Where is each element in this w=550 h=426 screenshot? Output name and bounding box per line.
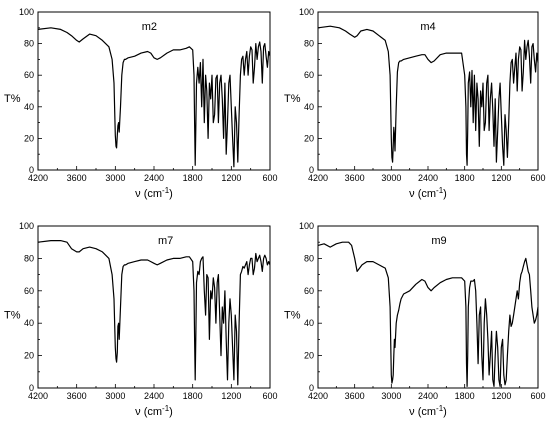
- x-tick-label: 600: [262, 173, 277, 183]
- x-tick-label: 3600: [345, 391, 365, 401]
- x-tick-label: 3600: [67, 173, 87, 183]
- plot-frame: [37, 225, 271, 389]
- x-tick-label: 4200: [308, 391, 328, 401]
- y-tick-label: 80: [304, 39, 314, 49]
- y-tick-label: 80: [24, 39, 34, 49]
- series-line-m7: [37, 240, 271, 386]
- x-tick-label: 1800: [183, 391, 203, 401]
- chart-panel-m2: 4200 3600 3000 2400 1800 1200 600 0 20 40 60 80 100 m…: [4, 7, 278, 200]
- x-tick-label: 3000: [381, 391, 401, 401]
- chart-panel-m7: 4200 3600 3000 2400 1800 1200 600 0 20 40 60 80 100 m…: [4, 221, 278, 418]
- chart-panel-m9: 4200 3600 3000 2400 1800 1200 600 0 20 40 60 80 100 m…: [284, 221, 546, 418]
- x-tick-label: 3000: [105, 173, 125, 183]
- x-tick-label: 3000: [381, 173, 401, 183]
- x-tick-label: 1800: [455, 173, 475, 183]
- x-tick-label: 3600: [67, 391, 87, 401]
- x-axis-label: ν (cm-1): [409, 186, 447, 200]
- panel-title: m9: [431, 235, 446, 247]
- x-tick-label: 2400: [418, 173, 438, 183]
- y-tick-label: 80: [24, 253, 34, 263]
- y-tick-label: 40: [24, 102, 34, 112]
- y-axis-label: T%: [284, 309, 301, 321]
- x-tick-label: 1800: [183, 173, 203, 183]
- x-tick-label: 1200: [221, 391, 241, 401]
- x-tick-label: 1200: [491, 391, 511, 401]
- x-tick-label: 600: [530, 173, 545, 183]
- plot-frame: [317, 225, 539, 389]
- plot-frame: [317, 11, 539, 171]
- y-tick-label: 100: [19, 221, 34, 231]
- y-tick-label: 40: [24, 318, 34, 328]
- plot-frame: [37, 11, 271, 171]
- y-tick-label: 60: [304, 286, 314, 296]
- panel-title: m4: [420, 21, 435, 33]
- y-tick-label: 40: [304, 102, 314, 112]
- x-tick-label: 3000: [105, 391, 125, 401]
- x-tick-label: 4200: [28, 173, 48, 183]
- x-tick-label: 1200: [491, 173, 511, 183]
- y-tick-label: 40: [304, 318, 314, 328]
- x-axis-label: ν (cm-1): [135, 186, 173, 200]
- y-tick-label: 20: [24, 133, 34, 143]
- panel-title: m2: [142, 21, 157, 33]
- y-tick-label: 0: [309, 383, 314, 393]
- y-tick-label: 0: [309, 165, 314, 175]
- y-axis-label: T%: [4, 93, 21, 105]
- y-tick-label: 60: [24, 286, 34, 296]
- x-tick-label: 600: [530, 391, 545, 401]
- x-axis-label: ν (cm-1): [409, 404, 447, 418]
- y-axis-label: T%: [4, 309, 21, 321]
- series-line-m4: [317, 25, 539, 166]
- series-line-m9: [317, 241, 539, 387]
- y-tick-label: 80: [304, 253, 314, 263]
- x-axis-label: ν (cm-1): [135, 404, 173, 418]
- x-tick-label: 600: [262, 391, 277, 401]
- x-tick-label: 2400: [144, 391, 164, 401]
- x-tick-label: 3600: [345, 173, 365, 183]
- y-tick-label: 60: [24, 70, 34, 80]
- y-axis-label: T%: [284, 93, 301, 105]
- y-tick-label: 0: [29, 165, 34, 175]
- x-tick-label: 1200: [221, 173, 241, 183]
- x-tick-label: 4200: [308, 173, 328, 183]
- y-tick-label: 100: [19, 7, 34, 17]
- y-tick-label: 20: [304, 133, 314, 143]
- x-tick-label: 2400: [144, 173, 164, 183]
- y-tick-label: 60: [304, 70, 314, 80]
- series-line-m2: [37, 27, 271, 168]
- panel-title: m7: [158, 235, 173, 247]
- x-tick-label: 1800: [455, 391, 475, 401]
- y-tick-label: 20: [24, 351, 34, 361]
- y-tick-label: 100: [299, 7, 314, 17]
- chart-panel-m4: 4200 3600 3000 2400 1800 1200 600 0 20 40 60 80 100 m…: [284, 7, 546, 200]
- y-tick-label: 0: [29, 383, 34, 393]
- y-tick-label: 100: [299, 221, 314, 231]
- x-tick-label: 2400: [418, 391, 438, 401]
- x-tick-label: 4200: [28, 391, 48, 401]
- y-tick-label: 20: [304, 351, 314, 361]
